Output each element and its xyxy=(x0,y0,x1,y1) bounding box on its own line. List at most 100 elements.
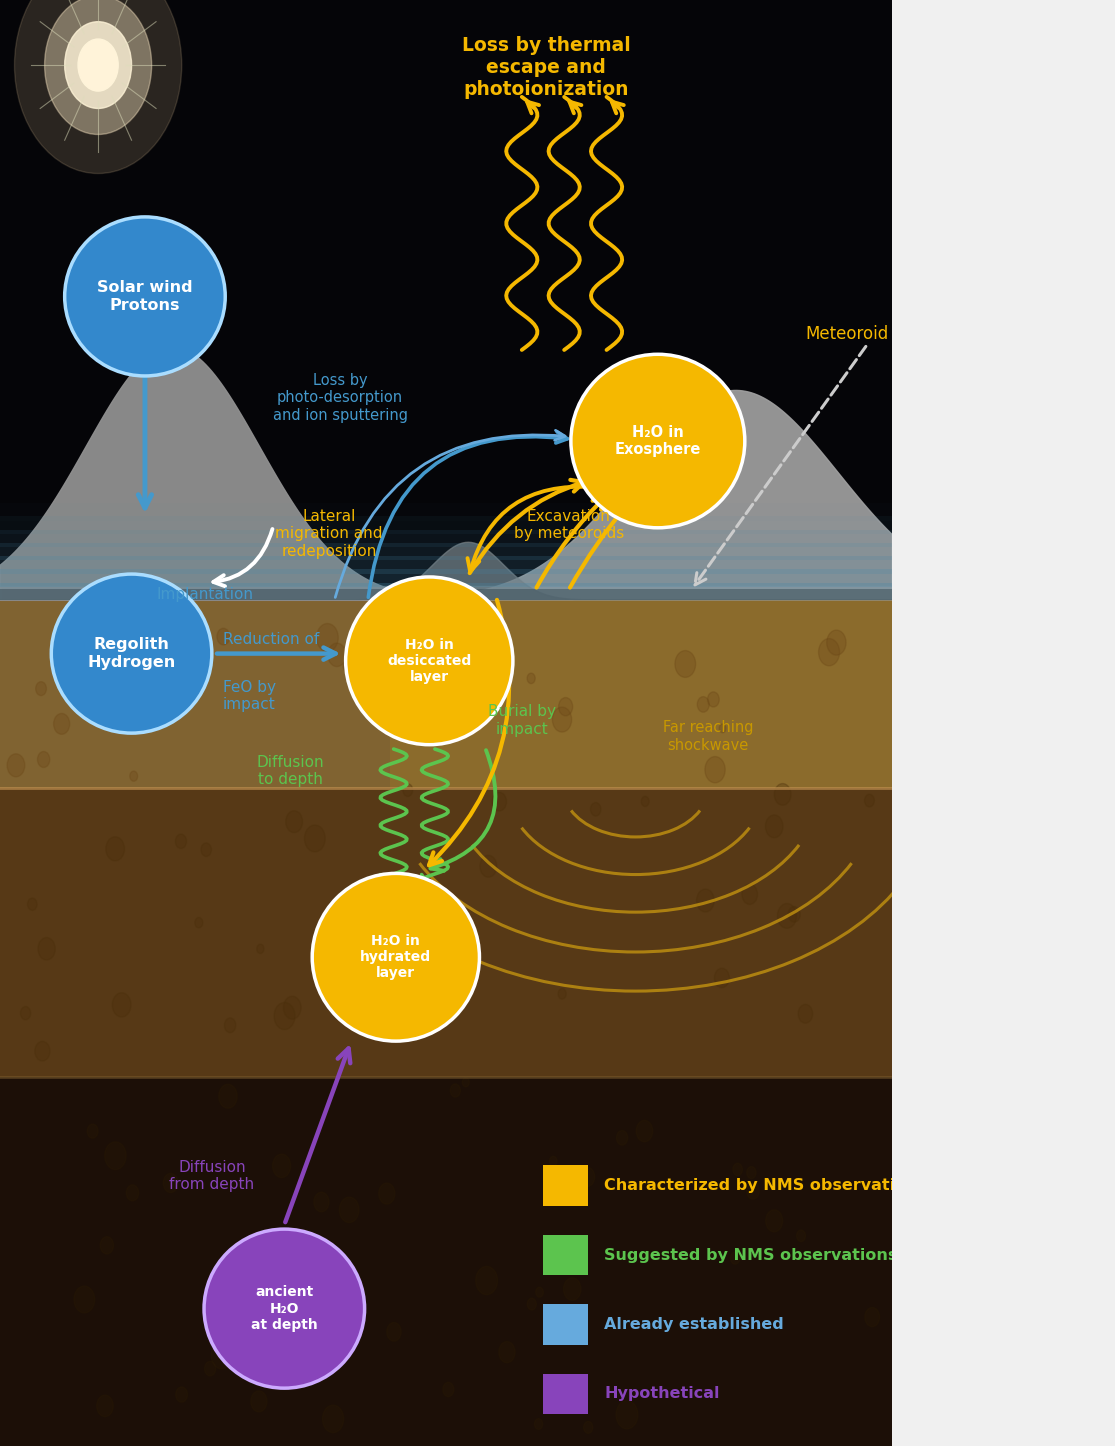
Circle shape xyxy=(298,1325,319,1352)
Circle shape xyxy=(285,811,302,833)
Text: FeO by
impact: FeO by impact xyxy=(223,680,277,711)
Circle shape xyxy=(38,937,56,960)
Circle shape xyxy=(865,1307,880,1326)
Text: Excavation
by meteoroids: Excavation by meteoroids xyxy=(514,509,623,541)
Circle shape xyxy=(450,1084,460,1098)
Circle shape xyxy=(697,889,715,912)
Circle shape xyxy=(864,794,874,807)
Circle shape xyxy=(476,1267,497,1294)
Text: a few
cm: a few cm xyxy=(918,651,956,680)
Circle shape xyxy=(591,803,601,816)
Text: Solar wind
Protons: Solar wind Protons xyxy=(97,281,193,312)
Circle shape xyxy=(617,1401,638,1429)
Circle shape xyxy=(175,834,186,849)
Text: H₂O in
Exosphere: H₂O in Exosphere xyxy=(614,425,701,457)
Circle shape xyxy=(798,1005,813,1024)
Circle shape xyxy=(211,1342,232,1369)
Bar xyxy=(0,600,892,788)
Circle shape xyxy=(455,943,462,953)
Circle shape xyxy=(766,1210,783,1232)
Ellipse shape xyxy=(346,577,513,745)
Circle shape xyxy=(486,655,504,678)
Text: H₂O in
hydrated
layer: H₂O in hydrated layer xyxy=(360,934,432,980)
Circle shape xyxy=(74,1285,95,1313)
Circle shape xyxy=(343,661,352,672)
Circle shape xyxy=(747,1183,759,1199)
FancyBboxPatch shape xyxy=(543,1374,588,1414)
FancyBboxPatch shape xyxy=(543,1304,588,1345)
Circle shape xyxy=(705,756,725,782)
Circle shape xyxy=(697,697,709,713)
Circle shape xyxy=(201,843,212,856)
Bar xyxy=(0,0,892,600)
Text: Suggested by NMS observations: Suggested by NMS observations xyxy=(604,1248,898,1262)
Circle shape xyxy=(283,996,301,1019)
Circle shape xyxy=(583,1421,593,1433)
Circle shape xyxy=(747,1167,756,1178)
Circle shape xyxy=(113,993,130,1017)
Circle shape xyxy=(129,771,137,781)
Circle shape xyxy=(339,1197,359,1222)
Circle shape xyxy=(463,1077,469,1087)
Circle shape xyxy=(637,1121,652,1142)
Circle shape xyxy=(818,639,840,665)
Circle shape xyxy=(195,917,203,928)
Circle shape xyxy=(330,1345,346,1365)
Circle shape xyxy=(641,797,649,807)
Text: Reduction of: Reduction of xyxy=(223,632,319,646)
Circle shape xyxy=(304,826,326,852)
Circle shape xyxy=(741,884,757,904)
Circle shape xyxy=(777,904,796,928)
Circle shape xyxy=(204,1361,215,1377)
Circle shape xyxy=(730,1252,740,1264)
Bar xyxy=(0,503,892,521)
Bar xyxy=(0,583,892,600)
Text: Implantation: Implantation xyxy=(156,587,253,602)
FancyBboxPatch shape xyxy=(543,1235,588,1275)
Text: Diffusion
to depth: Diffusion to depth xyxy=(256,755,324,787)
Text: a few
m: a few m xyxy=(918,897,956,925)
Ellipse shape xyxy=(51,574,212,733)
Circle shape xyxy=(563,1278,581,1300)
Text: Characterized by NMS observations: Characterized by NMS observations xyxy=(604,1178,928,1193)
Circle shape xyxy=(479,856,497,878)
Circle shape xyxy=(317,623,338,652)
Circle shape xyxy=(219,1084,237,1108)
Bar xyxy=(0,516,892,534)
Circle shape xyxy=(217,628,230,645)
Circle shape xyxy=(20,1006,31,1019)
Circle shape xyxy=(7,753,25,777)
Text: ancient
H₂O
at depth: ancient H₂O at depth xyxy=(251,1285,318,1332)
Circle shape xyxy=(559,697,573,716)
Text: Already established: Already established xyxy=(604,1317,784,1332)
Circle shape xyxy=(550,1157,558,1165)
Circle shape xyxy=(715,969,729,988)
Circle shape xyxy=(552,707,572,732)
Circle shape xyxy=(442,951,456,969)
Circle shape xyxy=(105,1142,126,1170)
Ellipse shape xyxy=(204,1229,365,1388)
Circle shape xyxy=(826,630,846,655)
Polygon shape xyxy=(0,390,892,600)
Ellipse shape xyxy=(312,873,479,1041)
Bar xyxy=(0,557,892,574)
Text: Burial by
impact: Burial by impact xyxy=(488,704,555,736)
Text: Hypothetical: Hypothetical xyxy=(604,1387,720,1401)
Bar xyxy=(892,0,1115,1446)
Circle shape xyxy=(224,1018,235,1032)
Bar xyxy=(0,788,892,1077)
Circle shape xyxy=(313,1192,329,1212)
Bar xyxy=(390,600,892,788)
Circle shape xyxy=(256,944,264,953)
Circle shape xyxy=(268,1340,284,1364)
Circle shape xyxy=(443,1382,454,1397)
Circle shape xyxy=(14,0,182,174)
Circle shape xyxy=(675,651,696,677)
Circle shape xyxy=(36,681,47,696)
Polygon shape xyxy=(0,542,892,600)
Text: Regolith
Hydrogen: Regolith Hydrogen xyxy=(87,638,176,669)
Circle shape xyxy=(617,1131,628,1145)
Circle shape xyxy=(387,1323,401,1342)
Circle shape xyxy=(796,1231,805,1242)
Circle shape xyxy=(379,1183,395,1205)
